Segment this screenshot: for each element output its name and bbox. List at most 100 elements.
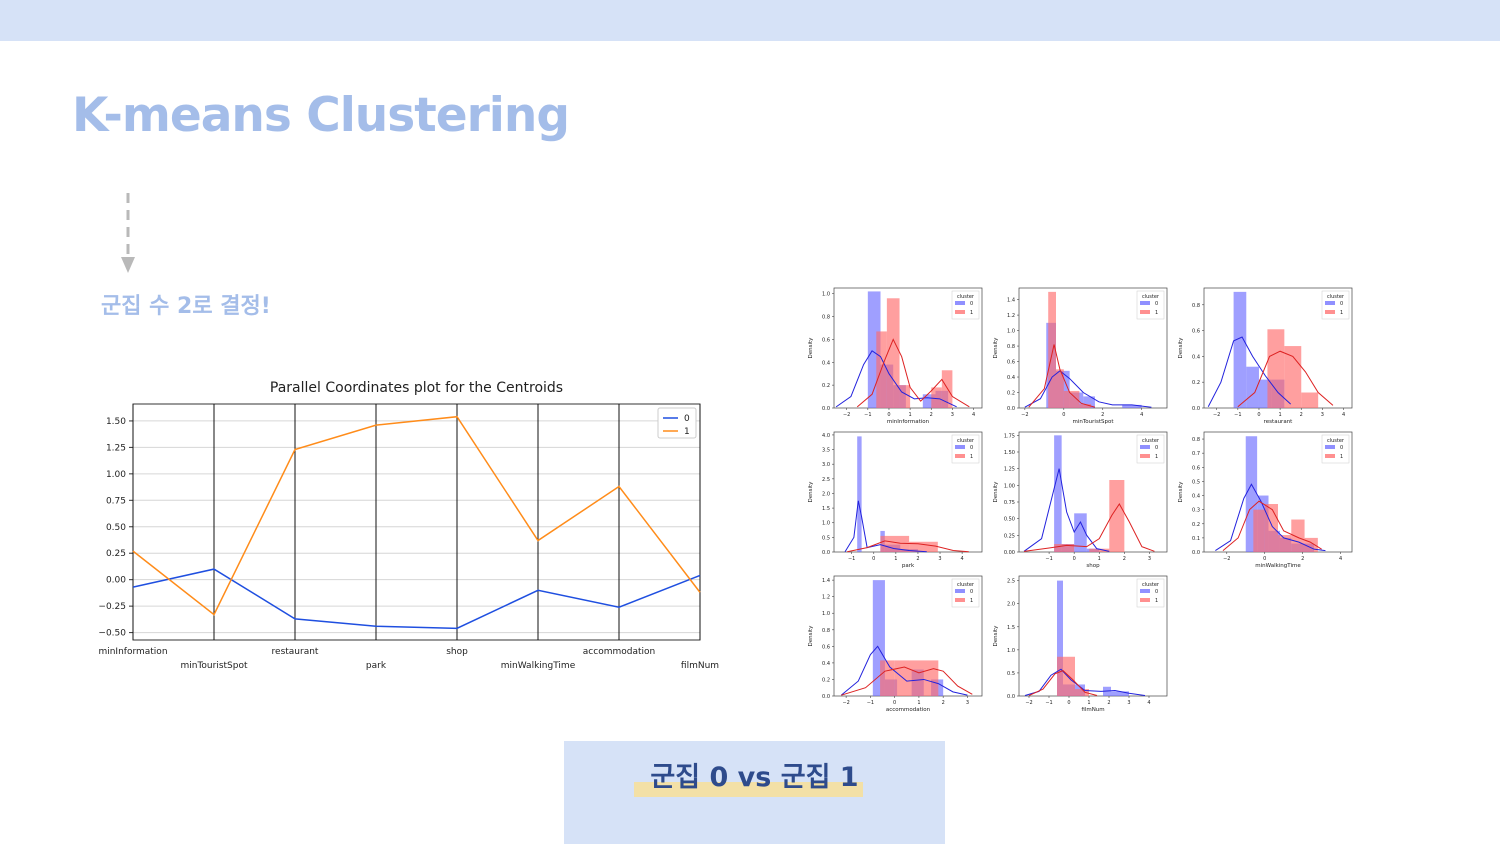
legend-swatch <box>1140 301 1150 305</box>
histogram-bar-cluster-1 <box>899 385 911 408</box>
y-axis-label: Density <box>1178 337 1184 359</box>
y-tick-label: 0.0 <box>1007 694 1015 700</box>
y-tick-label: 1.0 <box>822 611 830 617</box>
y-tick-label: 2.0 <box>822 491 830 497</box>
legend-swatch <box>1325 301 1335 305</box>
histogram-panel-filmNum: −2 −1 0 1 2 3 4 0.0 0.5 1.0 1.5 2.0 2.5 filmNum Densit… <box>993 575 1168 713</box>
kde-line-cluster-1 <box>1237 350 1334 408</box>
y-tick-label: 0.4 <box>1192 494 1200 500</box>
y-tick-label: 2.5 <box>1007 579 1015 585</box>
histogram-bar-cluster-1 <box>1056 369 1064 408</box>
histogram-panel-park: −1 0 1 2 3 4 0.0 0.5 1.0 1.5 2.0 2.5 3.0 3.5 4.0 park De… <box>808 431 983 569</box>
comparison-callout: 군집 0 vs 군집 1 <box>564 741 945 844</box>
x-tick-label: 1 <box>1098 556 1101 562</box>
y-tick-label: 0.2 <box>822 383 830 389</box>
y-tick-label: 1.2 <box>1007 313 1015 319</box>
kde-line-cluster-1 <box>1222 500 1322 551</box>
histogram-bar-cluster-1 <box>1063 390 1080 408</box>
cluster-density-histograms: −2 −1 0 1 2 3 4 0.0 0.2 0.4 0.6 0.8 1.0 minInformatio… <box>808 287 1353 713</box>
y-tick-label: 0.6 <box>822 337 830 343</box>
histogram-bar-cluster-0 <box>1111 691 1129 696</box>
y-tick-label: 1.0 <box>1007 648 1015 654</box>
x-tick-label: 3 <box>951 412 954 418</box>
x-axis-label: accommodation <box>886 707 931 713</box>
legend-label: 1 <box>1340 310 1343 316</box>
y-tick-label: 0.2 <box>1192 522 1200 528</box>
y-tick-label: 0.0 <box>822 694 830 700</box>
legend-label: 0 <box>970 445 973 451</box>
x-category-label: accommodation <box>583 647 655 657</box>
histogram-bar-cluster-0 <box>1122 404 1142 408</box>
y-tick-label: 1.00 <box>1004 483 1015 489</box>
x-tick-label: 0 <box>1263 556 1266 562</box>
histogram-bar-cluster-1 <box>1079 404 1092 408</box>
kde-line-cluster-0 <box>1024 370 1152 408</box>
histogram-panel-minInformation: −2 −1 0 1 2 3 4 0.0 0.2 0.4 0.6 0.8 1.0 minInformatio… <box>808 287 983 425</box>
legend-label: 0 <box>1155 301 1158 307</box>
y-tick-label: 0.6 <box>1007 360 1015 366</box>
histogram-bar-cluster-1 <box>1284 346 1302 408</box>
y-tick-label: 0.8 <box>822 628 830 634</box>
legend-swatch <box>1325 454 1335 458</box>
legend-label: 0 <box>1340 301 1343 307</box>
x-tick-label: 0 <box>1062 412 1065 418</box>
legend-swatch <box>955 598 965 602</box>
kde-line-cluster-0 <box>1023 468 1110 552</box>
y-tick-label: 3.0 <box>822 462 830 468</box>
plot-frame <box>132 403 701 641</box>
top-banner <box>0 0 1500 41</box>
legend-title: cluster <box>1142 582 1160 588</box>
y-tick-label: 0.8 <box>1192 303 1200 309</box>
x-tick-label: 2 <box>930 412 933 418</box>
legend-title: cluster <box>1142 438 1160 444</box>
legend-swatch <box>1140 310 1150 314</box>
y-tick-label: 0.5 <box>1007 671 1015 677</box>
y-tick-label: 0.4 <box>822 360 830 366</box>
legend-swatch <box>955 445 965 449</box>
y-tick-label: 0.4 <box>1192 354 1200 360</box>
kde-line-cluster-1 <box>847 540 969 553</box>
legend-title: cluster <box>957 582 975 588</box>
histogram-bar-cluster-1 <box>1253 509 1265 552</box>
legend-label: 1 <box>684 427 690 437</box>
y-tick-label: 0.0 <box>1192 550 1200 556</box>
series-line-0 <box>132 568 701 630</box>
x-tick-label: 0 <box>1073 556 1076 562</box>
y-axis-label: Density <box>993 481 999 503</box>
legend-label: 0 <box>1340 445 1343 451</box>
x-category-label: restaurant <box>272 647 319 657</box>
y-tick-label: 0.4 <box>822 661 830 667</box>
legend-label: 0 <box>1155 445 1158 451</box>
legend-swatch <box>955 310 965 314</box>
legend-label: 1 <box>1155 598 1158 604</box>
y-tick-label: 0.5 <box>1192 479 1200 485</box>
histogram-bar-cluster-1 <box>909 541 938 552</box>
y-tick-label: 0.75 <box>106 496 126 506</box>
histogram-bar-cluster-1 <box>1278 535 1292 552</box>
histogram-bar-cluster-0 <box>1054 435 1062 552</box>
kde-line-cluster-1 <box>1028 344 1096 408</box>
y-tick-label: 2.0 <box>1007 602 1015 608</box>
histogram-bar-cluster-1 <box>941 370 953 408</box>
x-tick-label: −1 <box>1234 412 1241 418</box>
y-tick-label: 0.00 <box>1004 550 1015 556</box>
y-tick-label: 1.75 <box>1004 433 1015 439</box>
x-tick-label: 0 <box>1067 700 1070 706</box>
legend-label: 0 <box>1155 589 1158 595</box>
histogram-bar-cluster-1 <box>1054 544 1075 552</box>
x-tick-label: 1 <box>917 700 920 706</box>
y-tick-label: 0.2 <box>1007 391 1015 397</box>
y-tick-label: 1.50 <box>106 417 126 427</box>
y-tick-label: 3.5 <box>822 448 830 454</box>
y-tick-label: 1.5 <box>1007 625 1015 631</box>
x-category-label: park <box>366 661 387 671</box>
x-tick-label: −2 <box>842 700 849 706</box>
histogram-panel-accommodation: −2 −1 0 1 2 3 0.0 0.2 0.4 0.6 0.8 1.0 1.2 1.4 accommod… <box>808 575 983 713</box>
legend-label: 0 <box>970 301 973 307</box>
histogram-panel-minTouristSpot: −2 0 2 4 0.0 0.2 0.4 0.6 0.8 1.0 1.2 1.4 minTouristS… <box>993 287 1168 425</box>
histogram-bar-cluster-0 <box>1083 396 1095 408</box>
histogram-bar-cluster-1 <box>1048 291 1056 408</box>
histogram-bar-cluster-1 <box>1109 480 1125 552</box>
x-tick-label: 3 <box>1321 412 1324 418</box>
y-tick-label: 0.6 <box>1192 465 1200 471</box>
